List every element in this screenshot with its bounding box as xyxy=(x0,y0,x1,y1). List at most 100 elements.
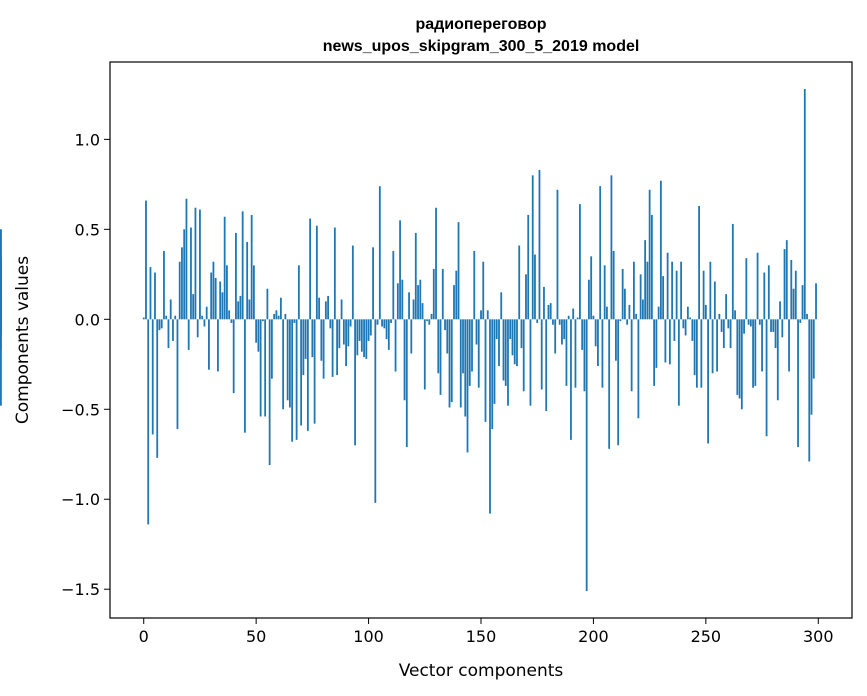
bar-114 xyxy=(399,220,401,320)
y-tick-label: −0.5 xyxy=(61,400,100,419)
bar-170 xyxy=(525,274,527,320)
bar-28 xyxy=(205,306,208,320)
bar-57 xyxy=(270,319,273,379)
bar-187 xyxy=(563,319,566,340)
bar-101 xyxy=(369,319,372,336)
bar-undefined xyxy=(0,268,2,320)
bar-94 xyxy=(354,319,356,446)
bar-110 xyxy=(390,319,392,323)
bar-18 xyxy=(183,229,186,320)
bar-145 xyxy=(468,319,471,386)
bar-16 xyxy=(178,261,181,320)
bar-295 xyxy=(806,313,808,320)
bar-130 xyxy=(435,207,437,320)
bar-135 xyxy=(446,319,449,354)
bar-210 xyxy=(615,319,617,361)
bar-269 xyxy=(747,319,750,325)
bar-128 xyxy=(430,313,433,320)
bar-181 xyxy=(549,303,552,320)
y-tick-label: 0.5 xyxy=(75,220,100,239)
bar-38 xyxy=(228,310,231,320)
bar-6 xyxy=(156,319,159,458)
bar-undefined xyxy=(0,319,2,406)
bar-279 xyxy=(770,319,772,332)
bar-79 xyxy=(320,319,323,361)
bar-40 xyxy=(232,319,235,394)
bar-126 xyxy=(426,319,428,322)
bar-218 xyxy=(633,261,635,320)
bar-258 xyxy=(722,319,725,349)
bar-113 xyxy=(396,283,399,320)
bar-231 xyxy=(662,276,665,320)
bar-255 xyxy=(716,319,718,372)
x-axis-ticks: 0 50 100 150 200 250 300 xyxy=(139,618,834,646)
bar-155 xyxy=(491,319,494,430)
bar-273 xyxy=(756,252,759,320)
bar-247 xyxy=(698,205,700,320)
bar-284 xyxy=(781,319,784,338)
bar-93 xyxy=(351,245,354,320)
bar-109 xyxy=(387,319,390,350)
bar-1 xyxy=(145,200,147,320)
bar-282 xyxy=(776,319,779,401)
bar-294 xyxy=(803,88,806,320)
bar-34 xyxy=(219,281,222,320)
bar-107 xyxy=(383,319,386,329)
bar-163 xyxy=(509,319,512,340)
bar-143 xyxy=(464,319,467,417)
bar-122 xyxy=(417,285,419,320)
bar-264 xyxy=(736,319,739,395)
bar-232 xyxy=(664,319,667,363)
bar-288 xyxy=(790,259,793,320)
bar-0 xyxy=(142,317,145,320)
bar-27 xyxy=(203,319,206,327)
bar-75 xyxy=(311,319,314,358)
bar-290 xyxy=(794,270,797,320)
bar-49 xyxy=(253,265,255,320)
bar-158 xyxy=(498,319,500,367)
bar-266 xyxy=(740,319,743,410)
bar-241 xyxy=(684,319,687,336)
bar-182 xyxy=(552,319,554,325)
bar-51 xyxy=(257,319,260,352)
bar-133 xyxy=(441,268,444,320)
bar-160 xyxy=(502,319,505,381)
chart-subtitle: news_upos_skipgram_300_5_2019 model xyxy=(323,38,640,55)
bar-280 xyxy=(772,319,775,332)
bar-296 xyxy=(808,319,811,462)
bar-104 xyxy=(376,319,379,325)
bar-240 xyxy=(682,319,685,329)
bar-277 xyxy=(765,319,768,437)
bar-117 xyxy=(405,319,408,448)
bar-120 xyxy=(412,299,415,320)
bar-276 xyxy=(763,272,766,320)
bar-2 xyxy=(147,319,150,525)
bar-22 xyxy=(192,294,195,320)
bar-205 xyxy=(603,265,606,320)
bar-262 xyxy=(731,223,734,320)
bar-105 xyxy=(378,186,381,320)
bar-209 xyxy=(612,250,615,320)
bar-161 xyxy=(504,319,507,386)
bar-248 xyxy=(700,319,703,388)
bar-99 xyxy=(365,319,368,359)
bar-217 xyxy=(630,319,633,392)
bar-173 xyxy=(531,175,534,320)
bar-139 xyxy=(455,270,458,320)
bar-150 xyxy=(480,310,482,320)
bar-184 xyxy=(556,189,559,320)
bar-226 xyxy=(650,214,653,320)
bar-123 xyxy=(419,279,422,320)
bar-50 xyxy=(255,319,258,343)
bar-58 xyxy=(273,313,276,320)
bar-191 xyxy=(572,308,575,320)
bar-148 xyxy=(475,319,478,345)
bar-65 xyxy=(288,319,291,408)
bar-9 xyxy=(163,250,165,320)
bar-111 xyxy=(392,250,395,320)
bar-21 xyxy=(190,227,192,320)
bar-24 xyxy=(196,319,199,338)
bar-60 xyxy=(277,315,280,320)
y-tick-label: −1.0 xyxy=(61,490,100,509)
bar-70 xyxy=(300,319,303,426)
